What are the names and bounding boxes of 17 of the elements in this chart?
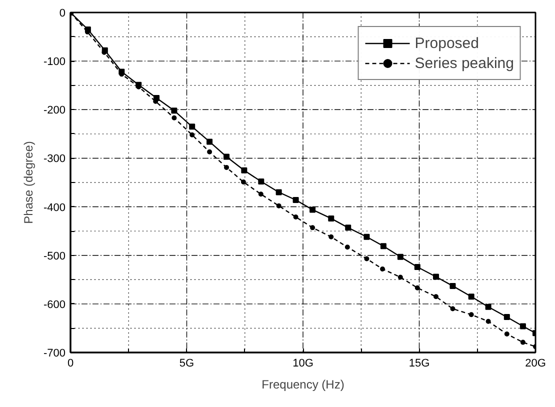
x-tick-label: 20G [525,358,546,370]
y-tick-label: -200 [43,104,66,117]
y-tick-label: -600 [43,298,66,311]
y-tick-label: -100 [43,56,66,68]
x-tick-label: 15G [408,358,430,370]
y-axis-title: Phase (degree) [21,141,36,224]
y-tick-label: -300 [43,153,66,166]
x-tick-label: 5G [179,358,194,370]
y-tick-label: 0 [59,8,66,20]
x-tick-label: 10G [292,358,314,370]
y-tick-label: -700 [43,348,66,360]
y-tick-label: -500 [43,250,66,262]
legend-label: Series peaking [414,54,514,72]
legend-label: Proposed [414,34,479,52]
x-tick-label: 0 [67,358,74,370]
x-axis-title: Frequency (Hz) [262,378,344,392]
y-tick-label: -400 [43,202,66,214]
